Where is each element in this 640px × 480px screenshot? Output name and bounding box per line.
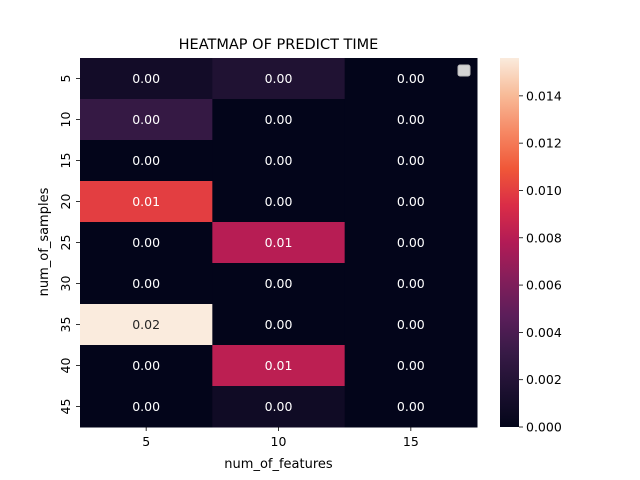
cell-label: 0.00 xyxy=(397,194,425,209)
colorbar-axis: 0.000 0.002 0.004 0.006 0.008 0.010 0.012 0.014 xyxy=(519,88,562,435)
colorbar-tick-label: 0.006 xyxy=(526,278,562,293)
colorbar-tick-label: 0.002 xyxy=(526,372,562,387)
cell-label: 0.00 xyxy=(397,276,425,291)
heatmap-cell xyxy=(80,222,213,264)
cell-label: 0.00 xyxy=(265,276,293,291)
y-tick-label: 10 xyxy=(58,112,73,128)
colorbar-tick-label: 0.012 xyxy=(526,136,562,151)
cell-label: 0.02 xyxy=(132,317,160,332)
y-tick-label: 30 xyxy=(58,276,73,292)
heatmap-cells: 0.00 0.00 0.00 0.00 0.00 0.00 0.00 0.00 0.00 0.01… xyxy=(80,58,478,428)
cell-label: 0.00 xyxy=(132,153,160,168)
heatmap-cell xyxy=(80,181,213,223)
heatmap-cell xyxy=(344,263,478,305)
cell-label: 0.00 xyxy=(132,399,160,414)
cell-label: 0.00 xyxy=(265,317,293,332)
heatmap-cell xyxy=(80,263,213,305)
heatmap-cell xyxy=(212,181,346,223)
x-tick-label: 10 xyxy=(271,434,287,449)
heatmap-cell xyxy=(344,386,478,428)
x-tick-label: 15 xyxy=(403,434,419,449)
legend-box xyxy=(457,64,471,77)
heatmap-cell xyxy=(344,58,478,100)
heatmap-cell xyxy=(344,181,478,223)
cell-label: 0.00 xyxy=(132,71,160,86)
cell-label: 0.00 xyxy=(397,153,425,168)
y-tick-label: 35 xyxy=(58,317,73,333)
heatmap-cell xyxy=(212,304,346,346)
cell-label: 0.00 xyxy=(265,153,293,168)
y-axis: 5 10 15 20 25 30 35 40 45 xyxy=(58,75,80,415)
colorbar-tick-label: 0.008 xyxy=(526,230,562,245)
colorbar-tick-label: 0.010 xyxy=(526,183,562,198)
cell-label: 0.00 xyxy=(397,112,425,127)
colorbar-tick-label: 0.000 xyxy=(526,420,562,435)
y-tick-label: 40 xyxy=(58,358,73,374)
cell-label: 0.00 xyxy=(265,399,293,414)
cell-label: 0.00 xyxy=(265,71,293,86)
heatmap-cell xyxy=(80,99,213,141)
chart-title: HEATMAP OF PREDICT TIME xyxy=(179,37,379,53)
cell-label: 0.00 xyxy=(397,358,425,373)
heatmap-cell xyxy=(212,58,346,100)
cell-label: 0.00 xyxy=(132,358,160,373)
y-axis-label: num_of_samples xyxy=(37,187,52,296)
heatmap-cell xyxy=(80,140,213,182)
cell-label: 0.01 xyxy=(132,194,160,209)
y-tick-label: 20 xyxy=(58,194,73,210)
colorbar-tick-label: 0.014 xyxy=(526,88,562,103)
cell-label: 0.00 xyxy=(132,235,160,250)
heatmap-cell xyxy=(212,222,346,264)
colorbar xyxy=(500,58,519,427)
heatmap-cell xyxy=(80,58,213,100)
x-axis: 5 10 15 xyxy=(142,427,419,449)
cell-label: 0.00 xyxy=(132,276,160,291)
cell-label: 0.00 xyxy=(397,235,425,250)
heatmap-cell xyxy=(80,345,213,387)
y-tick-label: 5 xyxy=(58,75,73,83)
heatmap-cell xyxy=(344,304,478,346)
heatmap-cell xyxy=(80,386,213,428)
heatmap-cell xyxy=(344,222,478,264)
x-tick-label: 5 xyxy=(142,434,150,449)
heatmap-cell xyxy=(344,99,478,141)
cell-label: 0.00 xyxy=(132,112,160,127)
heatmap-cell xyxy=(212,386,346,428)
cell-label: 0.00 xyxy=(397,317,425,332)
heatmap-cell xyxy=(212,99,346,141)
cell-label: 0.00 xyxy=(397,71,425,86)
heatmap-cell xyxy=(344,345,478,387)
y-tick-label: 15 xyxy=(58,153,73,169)
colorbar-tick-label: 0.004 xyxy=(526,325,562,340)
heatmap-cell xyxy=(80,304,213,346)
heatmap-cell xyxy=(212,345,346,387)
y-tick-label: 25 xyxy=(58,235,73,251)
heatmap-cell xyxy=(212,140,346,182)
cell-label: 0.00 xyxy=(397,399,425,414)
x-axis-label: num_of_features xyxy=(224,457,333,472)
cell-label: 0.00 xyxy=(265,112,293,127)
cell-label: 0.00 xyxy=(265,194,293,209)
heatmap-cell xyxy=(212,263,346,305)
cell-label: 0.01 xyxy=(265,358,293,373)
heatmap-cell xyxy=(344,140,478,182)
y-tick-label: 45 xyxy=(58,399,73,415)
cell-label: 0.01 xyxy=(265,235,293,250)
